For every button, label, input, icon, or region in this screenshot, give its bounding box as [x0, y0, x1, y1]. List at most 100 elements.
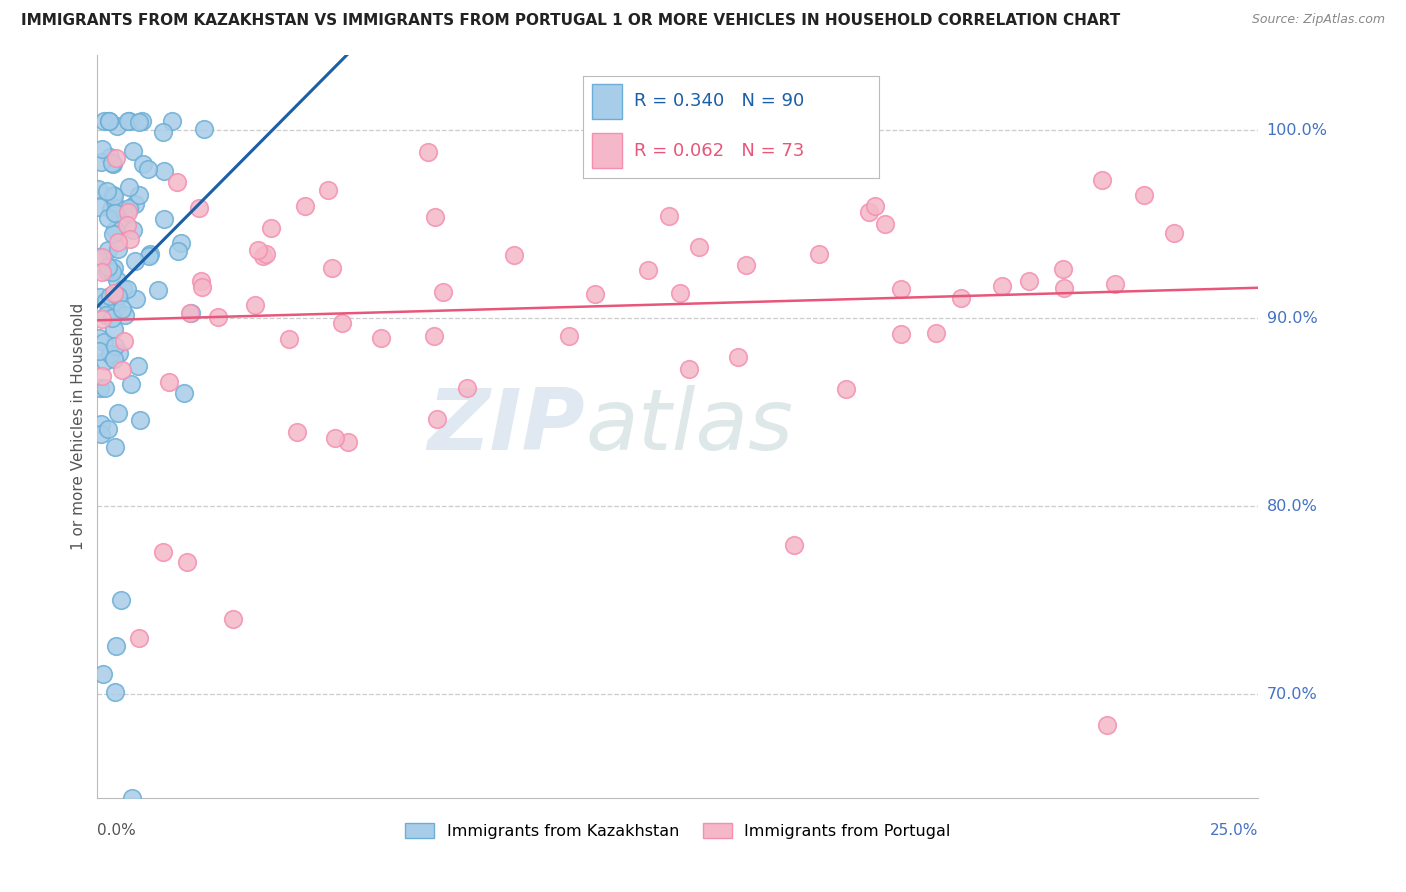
- Point: [87, 250, 110, 264]
- Point: [245, 298, 267, 312]
- Point: [105, 273, 128, 287]
- Point: [747, 114, 769, 128]
- Point: [336, 434, 359, 449]
- Point: [96, 308, 118, 322]
- Point: [924, 326, 946, 341]
- Point: [96, 184, 118, 198]
- Point: [105, 301, 128, 315]
- Y-axis label: 1 or more Vehicles in Household: 1 or more Vehicles in Household: [72, 303, 86, 550]
- Point: [179, 306, 201, 320]
- Point: [101, 265, 124, 279]
- Point: [104, 685, 127, 699]
- Point: [112, 334, 135, 348]
- Point: [94, 381, 117, 395]
- Point: [104, 440, 127, 454]
- Point: [118, 232, 141, 246]
- Point: [1053, 281, 1076, 295]
- Point: [456, 381, 478, 395]
- Point: [294, 199, 316, 213]
- Point: [808, 247, 831, 261]
- Point: [432, 285, 454, 299]
- Point: [128, 187, 150, 202]
- Point: [637, 263, 659, 277]
- Point: [107, 289, 129, 303]
- Point: [93, 114, 115, 128]
- Point: [247, 243, 270, 257]
- Point: [157, 375, 180, 389]
- Point: [125, 292, 148, 306]
- Point: [121, 223, 143, 237]
- Point: [727, 350, 749, 364]
- Text: IMMIGRANTS FROM KAZAKHSTAN VS IMMIGRANTS FROM PORTUGAL 1 OR MORE VEHICLES IN HOU: IMMIGRANTS FROM KAZAKHSTAN VS IMMIGRANTS…: [21, 13, 1121, 29]
- Bar: [592, 84, 621, 119]
- Point: [104, 223, 127, 237]
- Point: [91, 666, 114, 681]
- Point: [425, 210, 447, 224]
- Point: [103, 286, 125, 301]
- Point: [93, 335, 115, 350]
- Point: [176, 555, 198, 569]
- Point: [124, 254, 146, 268]
- Point: [87, 182, 110, 196]
- Text: 100.0%: 100.0%: [1267, 123, 1327, 138]
- Text: 25.0%: 25.0%: [1211, 822, 1258, 838]
- Point: [103, 322, 125, 336]
- Point: [97, 211, 120, 225]
- Point: [678, 362, 700, 376]
- Point: [330, 317, 353, 331]
- Text: Source: ZipAtlas.com: Source: ZipAtlas.com: [1251, 13, 1385, 27]
- Point: [865, 199, 887, 213]
- Point: [207, 310, 229, 325]
- Point: [153, 164, 176, 178]
- Point: [148, 283, 170, 297]
- Point: [98, 114, 121, 128]
- Point: [104, 639, 127, 653]
- Point: [669, 285, 692, 300]
- Point: [152, 125, 174, 139]
- Point: [193, 121, 215, 136]
- Point: [103, 205, 125, 219]
- Point: [90, 155, 112, 169]
- Text: 80.0%: 80.0%: [1267, 499, 1317, 514]
- Point: [91, 312, 114, 326]
- Point: [277, 333, 299, 347]
- Point: [503, 247, 526, 261]
- Point: [131, 114, 153, 128]
- Text: R = 0.062   N = 73: R = 0.062 N = 73: [634, 142, 804, 160]
- Text: 0.0%: 0.0%: [97, 822, 136, 838]
- Point: [111, 301, 134, 316]
- Point: [117, 114, 139, 128]
- Point: [93, 354, 115, 368]
- Point: [167, 244, 190, 258]
- Point: [423, 329, 446, 343]
- Text: ZIP: ZIP: [427, 385, 585, 468]
- Bar: [592, 133, 621, 168]
- Point: [252, 249, 274, 263]
- Point: [94, 294, 117, 309]
- Point: [118, 180, 141, 194]
- Point: [1018, 274, 1040, 288]
- Point: [98, 114, 121, 128]
- Point: [107, 242, 129, 256]
- Point: [688, 240, 710, 254]
- Point: [103, 351, 125, 366]
- Point: [103, 188, 125, 202]
- Point: [108, 211, 131, 226]
- Point: [115, 282, 138, 296]
- Point: [114, 308, 136, 322]
- Point: [101, 157, 124, 171]
- Text: 90.0%: 90.0%: [1267, 310, 1317, 326]
- Point: [89, 381, 111, 395]
- Point: [583, 287, 606, 301]
- Point: [91, 369, 114, 384]
- Point: [111, 363, 134, 377]
- Legend: Immigrants from Kazakhstan, Immigrants from Portugal: Immigrants from Kazakhstan, Immigrants f…: [399, 817, 957, 846]
- Point: [658, 209, 681, 223]
- Point: [89, 331, 111, 345]
- Point: [132, 157, 155, 171]
- Point: [191, 280, 214, 294]
- Point: [180, 306, 202, 320]
- Point: [285, 425, 308, 439]
- Point: [91, 250, 114, 264]
- Point: [323, 431, 346, 445]
